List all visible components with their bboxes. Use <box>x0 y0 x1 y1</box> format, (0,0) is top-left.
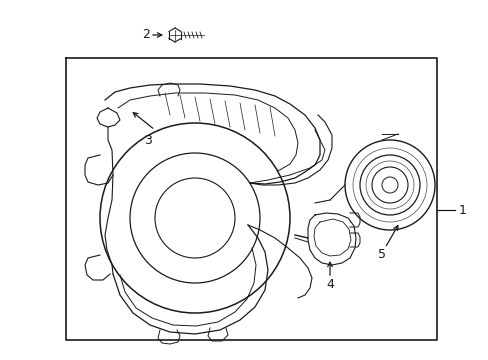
Text: 2: 2 <box>142 28 150 41</box>
Text: 4: 4 <box>325 279 333 292</box>
Text: 3: 3 <box>144 134 152 147</box>
Text: 5: 5 <box>377 248 385 261</box>
Text: 1: 1 <box>458 203 466 216</box>
